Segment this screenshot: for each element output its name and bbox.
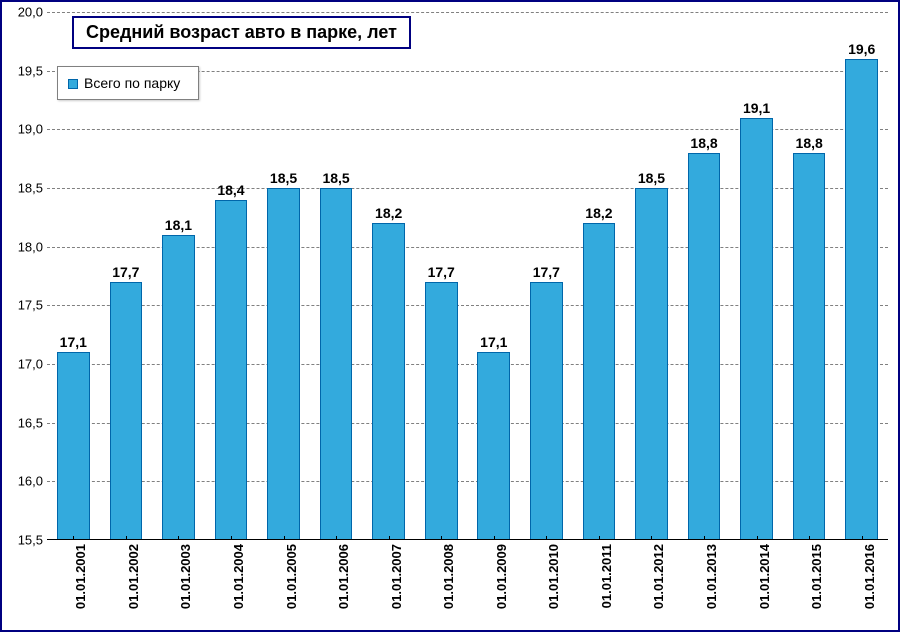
y-tick-label: 20,0 <box>18 5 43 20</box>
bar-value-label: 19,6 <box>848 41 875 57</box>
x-tick-label: 01.01.2005 <box>284 544 299 609</box>
bar <box>793 153 826 540</box>
y-tick-label: 18,0 <box>18 239 43 254</box>
x-axis-labels: 01.01.2001 01.01.2002 01.01.2003 01.01.2004… <box>47 540 888 630</box>
x-tick <box>178 536 179 540</box>
x-tick <box>494 536 495 540</box>
x-tick <box>284 536 285 540</box>
x-tick-label: 01.01.2011 <box>599 544 614 608</box>
x-tick-label: 01.01.2009 <box>494 544 509 609</box>
bar <box>530 282 563 540</box>
bar-value-label: 18,4 <box>217 182 244 198</box>
bar-value-label: 18,5 <box>270 170 297 186</box>
bar <box>688 153 721 540</box>
bar-value-label: 19,1 <box>743 100 770 116</box>
bar <box>162 235 195 540</box>
x-tick <box>126 536 127 540</box>
x-tick-label: 01.01.2002 <box>126 544 141 609</box>
x-tick <box>231 536 232 540</box>
x-tick <box>546 536 547 540</box>
x-tick-label: 01.01.2015 <box>809 544 824 609</box>
y-tick-label: 19,5 <box>18 63 43 78</box>
x-tick <box>73 536 74 540</box>
bar-value-label: 18,2 <box>585 205 612 221</box>
bar-value-label: 17,7 <box>533 264 560 280</box>
bar-value-label: 17,1 <box>60 334 87 350</box>
y-tick-label: 17,0 <box>18 357 43 372</box>
bar <box>215 200 248 540</box>
x-tick-label: 01.01.2016 <box>862 544 877 609</box>
bar <box>425 282 458 540</box>
bar <box>57 352 90 540</box>
bar-value-label: 17,1 <box>480 334 507 350</box>
x-tick-label: 01.01.2008 <box>441 544 456 609</box>
bar <box>320 188 353 540</box>
bar-value-label: 18,8 <box>690 135 717 151</box>
y-tick-label: 18,5 <box>18 181 43 196</box>
y-axis: 15,516,016,517,017,518,018,519,019,520,0 <box>2 12 47 540</box>
chart-container: Средний возраст авто в парке, лет Всего … <box>0 0 900 632</box>
bar-value-label: 18,5 <box>638 170 665 186</box>
x-tick-label: 01.01.2012 <box>651 544 666 609</box>
bar-value-label: 17,7 <box>428 264 455 280</box>
bar-value-label: 18,8 <box>796 135 823 151</box>
x-tick-label: 01.01.2013 <box>704 544 719 609</box>
y-tick-label: 16,5 <box>18 415 43 430</box>
bar-value-label: 18,5 <box>322 170 349 186</box>
x-tick <box>862 536 863 540</box>
chart-legend: Всего по парку <box>57 66 199 100</box>
bar <box>583 223 616 540</box>
x-tick <box>389 536 390 540</box>
x-tick <box>441 536 442 540</box>
bar <box>110 282 143 540</box>
x-tick <box>599 536 600 540</box>
y-tick-label: 16,0 <box>18 474 43 489</box>
legend-marker-icon <box>68 79 78 89</box>
bar <box>372 223 405 540</box>
plot-area: Средний возраст авто в парке, лет Всего … <box>47 12 888 540</box>
x-tick-label: 01.01.2014 <box>757 544 772 609</box>
bar <box>635 188 668 540</box>
x-tick-label: 01.01.2010 <box>546 544 561 609</box>
bar-value-label: 18,2 <box>375 205 402 221</box>
x-tick-label: 01.01.2006 <box>336 544 351 609</box>
bar <box>845 59 878 540</box>
bar <box>267 188 300 540</box>
x-tick <box>704 536 705 540</box>
bar-value-label: 18,1 <box>165 217 192 233</box>
legend-label: Всего по парку <box>84 75 180 91</box>
y-tick-label: 19,0 <box>18 122 43 137</box>
x-tick-label: 01.01.2007 <box>389 544 404 609</box>
x-tick <box>651 536 652 540</box>
x-tick <box>336 536 337 540</box>
bar <box>477 352 510 540</box>
x-tick-label: 01.01.2001 <box>73 544 88 609</box>
chart-title: Средний возраст авто в парке, лет <box>72 16 411 49</box>
bar <box>740 118 773 540</box>
x-tick-label: 01.01.2004 <box>231 544 246 609</box>
x-tick <box>809 536 810 540</box>
bar-value-label: 17,7 <box>112 264 139 280</box>
x-tick <box>757 536 758 540</box>
y-tick-label: 15,5 <box>18 533 43 548</box>
x-tick-label: 01.01.2003 <box>178 544 193 609</box>
y-tick-label: 17,5 <box>18 298 43 313</box>
